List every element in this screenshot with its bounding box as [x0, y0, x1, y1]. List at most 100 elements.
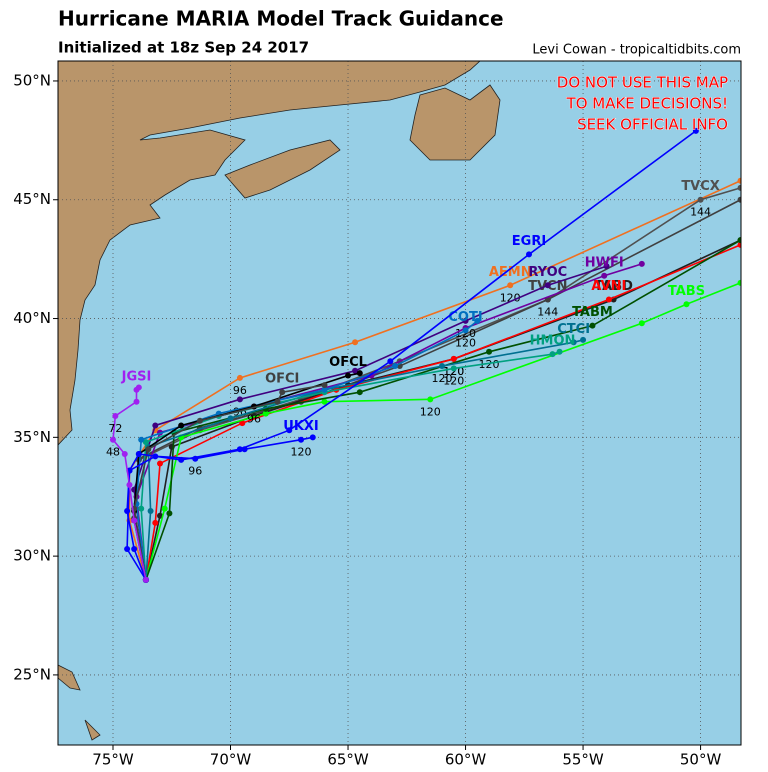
- track-point: [152, 422, 159, 429]
- track-point: [196, 417, 203, 424]
- track-point: [549, 351, 556, 358]
- track-point: [124, 545, 131, 552]
- grid: 75°W 70°W 65°W 60°W 55°W 50°W 25°N 30°N 35°N 40°N…: [13, 61, 741, 769]
- model-label: OFCL: [329, 355, 367, 370]
- track-point: [262, 410, 269, 417]
- lon-label: 55°W: [562, 751, 604, 769]
- lat-label: 30°N: [13, 547, 51, 565]
- track-point: [450, 365, 457, 372]
- lat-label: 25°N: [13, 665, 51, 683]
- track-point: [507, 282, 514, 289]
- tracks: 96120AEMN144TVCX144TVCN96120RYOCHWFI120T…: [106, 127, 741, 583]
- hour-label: 144: [537, 306, 558, 319]
- track-point: [236, 396, 243, 403]
- track-point: [474, 317, 481, 324]
- track-point: [352, 339, 359, 346]
- track-point: [387, 358, 394, 365]
- hour-label: 120: [420, 405, 441, 418]
- title: Hurricane MARIA Model Track Guidance: [58, 7, 504, 31]
- track-line: [145, 239, 741, 581]
- track-point: [142, 439, 149, 446]
- track-point: [737, 177, 741, 184]
- track-point: [135, 384, 142, 391]
- track-point: [236, 374, 243, 381]
- hour-label: 120: [291, 446, 312, 459]
- track-point: [544, 282, 551, 289]
- track-point: [152, 519, 159, 526]
- track-point: [286, 427, 293, 434]
- hour-label: 120: [443, 374, 464, 387]
- track-point: [157, 512, 164, 519]
- track-point: [697, 196, 704, 203]
- track-point: [580, 336, 587, 343]
- track-point: [321, 382, 328, 389]
- track-point: [166, 510, 173, 517]
- track-point: [570, 339, 577, 346]
- lon-label: 75°W: [92, 751, 134, 769]
- track-point: [298, 436, 305, 443]
- track-point: [737, 241, 741, 248]
- track-point: [352, 367, 359, 374]
- model-label: TABM: [572, 305, 613, 320]
- track-point: [161, 505, 168, 512]
- track-point: [486, 348, 493, 355]
- track-point: [138, 436, 145, 443]
- track-line: [145, 244, 741, 581]
- model-label: AVNI: [591, 279, 626, 294]
- track-point: [135, 450, 142, 457]
- track-point: [462, 317, 469, 324]
- track-point: [124, 507, 131, 514]
- warning-text: SEEK OFFICIAL INFO: [577, 116, 728, 134]
- lat-label: 40°N: [13, 309, 51, 327]
- hour-label: 96: [188, 465, 202, 478]
- track-point: [462, 327, 469, 334]
- newfoundland: [409, 84, 501, 161]
- track-point: [737, 279, 741, 286]
- frame: [57, 60, 742, 746]
- track-point: [450, 355, 457, 362]
- model-label: JGSI: [121, 369, 152, 384]
- lon-label: 70°W: [210, 751, 252, 769]
- hour-label: 120: [455, 336, 476, 349]
- track-point: [138, 505, 145, 512]
- nova-scotia: [224, 139, 341, 199]
- hour-label: 120: [479, 358, 500, 371]
- model-label: OFCI: [265, 372, 299, 387]
- model-label: HWFI: [585, 255, 624, 270]
- track-point: [427, 396, 434, 403]
- model-label: COTI: [448, 310, 482, 325]
- track-point: [109, 436, 116, 443]
- track-point: [227, 415, 234, 422]
- track-point: [321, 386, 328, 393]
- track-point: [131, 517, 138, 524]
- track-point: [112, 412, 119, 419]
- track-point: [683, 301, 690, 308]
- hour-label: 144: [690, 206, 711, 219]
- track-point: [178, 422, 185, 429]
- track-point: [692, 127, 699, 134]
- track-point: [274, 398, 281, 405]
- track-point: [157, 460, 164, 467]
- track-point: [147, 507, 154, 514]
- warning-text: DO NOT USE THIS MAP: [557, 74, 728, 92]
- model-label: RYOC: [528, 265, 567, 280]
- track-point: [392, 363, 399, 370]
- hour-label: 96: [233, 384, 247, 397]
- track-point: [356, 370, 363, 377]
- warning-text: TO MAKE DECISIONS!: [566, 95, 728, 113]
- hour-label: 96: [247, 412, 261, 425]
- track-point: [526, 251, 533, 258]
- model-label: TABS: [668, 284, 705, 299]
- track-point: [737, 196, 741, 203]
- track-point: [638, 320, 645, 327]
- track-point: [603, 263, 610, 270]
- track-point: [556, 348, 563, 355]
- track-line: [145, 239, 741, 581]
- warning: DO NOT USE THIS MAP TO MAKE DECISIONS! SEE…: [556, 73, 728, 134]
- track-point: [309, 434, 316, 441]
- track-point: [145, 446, 152, 453]
- subtitle: Initialized at 18z Sep 24 2017: [58, 39, 309, 57]
- track-point: [239, 420, 246, 427]
- track-point: [638, 260, 645, 267]
